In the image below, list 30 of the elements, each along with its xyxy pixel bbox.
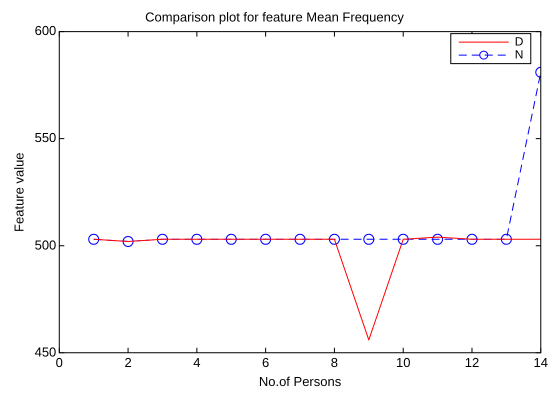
point — [122, 236, 134, 247]
legend-label: N — [514, 47, 524, 62]
y-tick-label: 500 — [34, 237, 56, 252]
x-tick-label: 10 — [396, 355, 410, 370]
point — [260, 234, 272, 245]
point — [88, 234, 100, 245]
point — [363, 234, 374, 245]
y-tick-label: 600 — [34, 23, 56, 38]
chart-title: Comparison plot for feature Mean Frequency — [145, 9, 404, 24]
point — [328, 234, 340, 245]
point — [156, 234, 168, 245]
point — [500, 234, 512, 245]
point — [294, 234, 306, 245]
x-axis-title: No.of Persons — [258, 374, 342, 389]
legend-label: D — [514, 34, 524, 48]
point — [398, 234, 409, 245]
x-tick-label: 4 — [193, 355, 200, 370]
point — [226, 234, 237, 245]
x-tick-label: 8 — [330, 355, 338, 370]
point — [432, 234, 444, 245]
y-axis-title: Feature value — [11, 152, 26, 232]
x-tick-label: 12 — [464, 355, 480, 370]
x-tick-label: 6 — [262, 355, 270, 370]
y-tick-label: 550 — [34, 130, 56, 146]
y-tick-label: 450 — [34, 344, 56, 360]
x-tick-label: 0 — [56, 355, 63, 370]
x-tick-label: 14 — [534, 355, 548, 370]
point — [466, 234, 478, 245]
point — [191, 234, 202, 245]
x-tick-label: 2 — [124, 355, 132, 370]
